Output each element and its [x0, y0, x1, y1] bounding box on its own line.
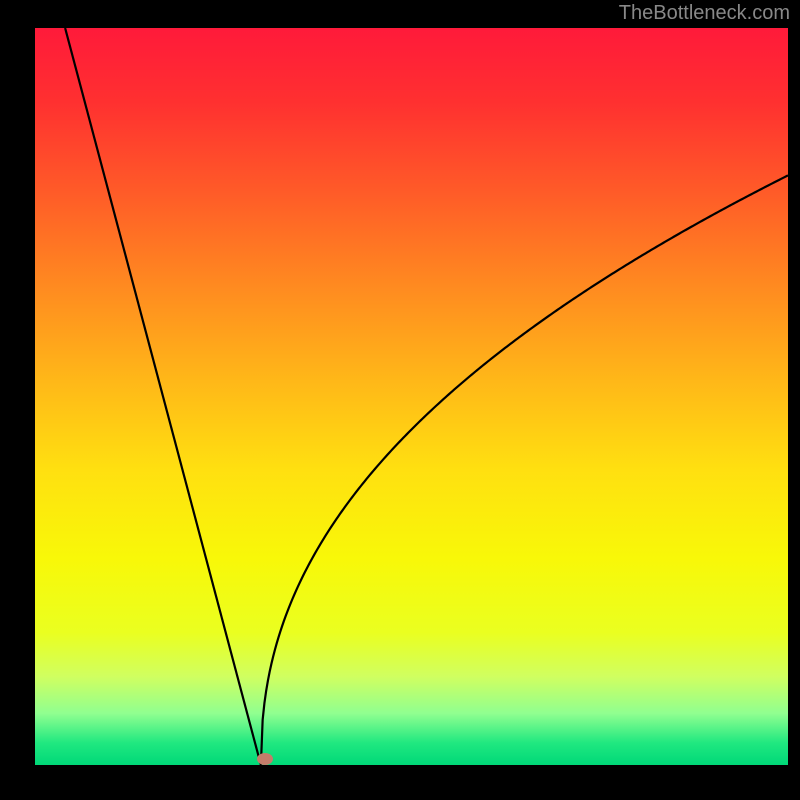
plot-area [35, 28, 788, 765]
watermark-text: TheBottleneck.com [619, 2, 790, 25]
optimum-marker [257, 753, 273, 765]
bottleneck-curve [35, 28, 788, 765]
